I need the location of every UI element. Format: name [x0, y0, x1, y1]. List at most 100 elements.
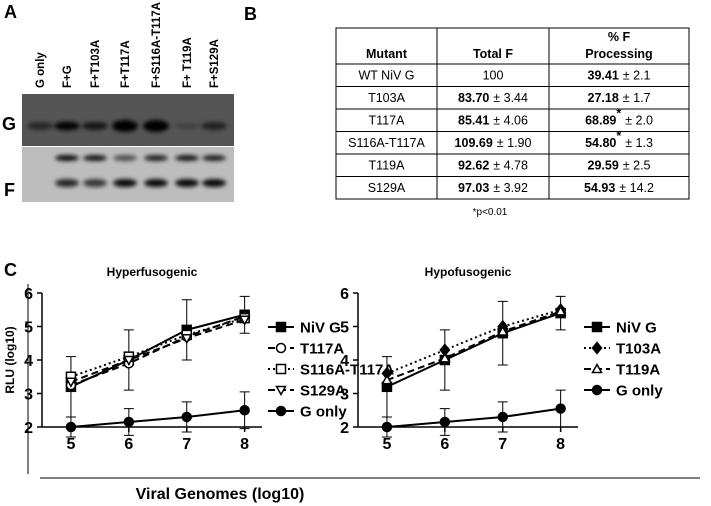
- y-tick-label: 2: [24, 420, 33, 437]
- table-cell: T103A: [368, 91, 405, 105]
- series-line: [386, 407, 561, 428]
- x-tick-label: 6: [440, 436, 449, 453]
- legend-label: S129A: [300, 383, 346, 400]
- series-line: [386, 310, 561, 382]
- table-cell: 29.59 ± 2.5: [588, 159, 651, 173]
- point: [65, 421, 77, 433]
- panel-label: B: [244, 4, 257, 24]
- cell-error: ± 1.90: [497, 136, 532, 150]
- cell-error: ± 4.06: [493, 114, 528, 128]
- legend-marker: [275, 385, 287, 397]
- legend-label: G only: [616, 383, 663, 400]
- legend-marker: [275, 363, 287, 375]
- blot-band: [144, 155, 168, 161]
- legend-marker: [591, 341, 603, 355]
- blot-band: [83, 155, 107, 161]
- x-tick-label: 5: [382, 436, 391, 453]
- series-line: [70, 317, 245, 378]
- blot-band: [83, 179, 107, 187]
- point: [381, 421, 393, 433]
- cell-error: ± 1.3: [625, 136, 653, 150]
- lane-label: F+T103A: [90, 40, 102, 88]
- blot-band: [174, 123, 200, 129]
- table-footnote: *p<0.01: [473, 207, 508, 218]
- blot-band: [202, 179, 226, 187]
- legend-marker: [591, 384, 603, 396]
- point: [180, 333, 193, 345]
- legend-marker: [591, 362, 603, 374]
- table-cell: 27.18 ± 1.7: [588, 91, 651, 105]
- blot-panel: G only F+G F+T103A F+T117A F+S116A-T117A F+ T…: [2, 2, 234, 202]
- point: [65, 377, 77, 388]
- cell-text: 100: [483, 69, 504, 83]
- lane-label: F+T117A: [120, 40, 132, 88]
- table-cell: 97.03 ± 3.92: [458, 181, 528, 195]
- blot-band: [144, 179, 168, 187]
- x-tick-label: 7: [182, 436, 191, 453]
- table-cell: S129A: [368, 181, 406, 195]
- legend-label: T117A: [300, 341, 344, 358]
- legend-label: T119A: [616, 362, 660, 379]
- blot-band: [175, 155, 199, 161]
- point: [496, 325, 509, 336]
- point: [555, 403, 566, 414]
- row-label: F: [4, 180, 15, 200]
- table-header: Total F: [473, 47, 513, 61]
- cell-value: 83.70: [458, 91, 489, 105]
- cell-value: 109.69: [455, 136, 493, 150]
- lane-label: F+S116A-T117A: [151, 2, 163, 88]
- table-header: Mutant: [366, 47, 408, 61]
- legend-marker: [591, 321, 603, 333]
- legend-label: T103A: [616, 341, 661, 358]
- cell-value: 29.59: [588, 159, 619, 173]
- y-axis-label: RLU (log10): [3, 326, 17, 393]
- cell-value: 27.18: [588, 91, 619, 105]
- row-label: G: [2, 114, 16, 134]
- x-axis-label: Viral Genomes (log10): [136, 486, 305, 503]
- cell-error: ± 3.44: [493, 91, 528, 105]
- panel-label: C: [4, 260, 17, 280]
- table-cell: S116A-T117A: [348, 136, 425, 150]
- series-line: [70, 409, 245, 428]
- table-cell: 68.89* ± 2.0: [585, 107, 653, 128]
- blot-band: [113, 155, 137, 161]
- x-tick-label: 8: [240, 436, 249, 453]
- lane-label: F+ T119A: [182, 37, 194, 88]
- y-tick-label: 3: [24, 387, 33, 404]
- blot-band: [113, 179, 137, 187]
- table: Mutant Total F % F Processing WT NiV G 100 39.…: [335, 27, 690, 218]
- blot-band: [55, 179, 79, 187]
- cell-error: ± 4.78: [493, 159, 528, 173]
- legend-label: NiV G: [300, 320, 341, 337]
- point: [123, 416, 135, 428]
- y-tick-label: 5: [340, 320, 349, 337]
- chart: Hyperfusogenic RLU (log10) 2 3 4 5 6 5 6 7 8 NiV G T…: [3, 265, 394, 453]
- cell-error: ± 2.0: [625, 114, 653, 128]
- point: [554, 305, 567, 316]
- y-tick-label: 4: [24, 353, 33, 370]
- y-tick-label: 2: [340, 420, 349, 437]
- x-tick-label: 7: [498, 436, 507, 453]
- lane-label: F+S129A: [209, 39, 221, 88]
- cell-mark: *: [616, 107, 621, 121]
- table-cell: 39.41 ± 2.1: [588, 69, 651, 83]
- table-cell: 109.69 ± 1.90: [455, 136, 532, 150]
- series-line: [386, 312, 561, 388]
- cell-value: 97.03: [458, 181, 489, 195]
- series-line: [70, 313, 245, 388]
- series-line: [70, 318, 245, 383]
- table-cell: 92.62 ± 4.78: [458, 159, 528, 173]
- table-cell: 54.93 ± 14.2: [584, 181, 654, 195]
- y-tick-label: 6: [24, 286, 33, 303]
- legend-label: S116A-T117A: [300, 362, 394, 379]
- point: [181, 411, 192, 423]
- table-cell: 83.70 ± 3.44: [458, 91, 528, 105]
- table-cell: 85.41 ± 4.06: [458, 114, 528, 128]
- y-tick-label: 4: [340, 353, 349, 370]
- table-header: Processing: [585, 47, 652, 61]
- table-cell: T119A: [369, 159, 406, 173]
- blot-band: [82, 122, 108, 130]
- cell-value: 92.62: [458, 159, 489, 173]
- cell-value: 39.41: [588, 69, 619, 83]
